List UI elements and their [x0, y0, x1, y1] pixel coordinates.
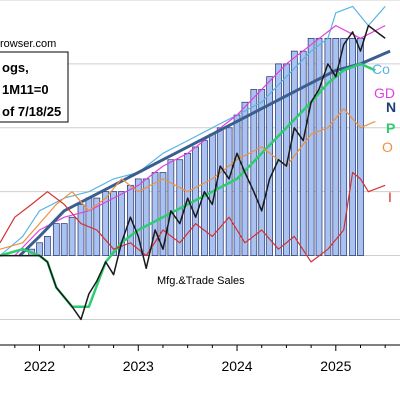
bar-mfg-trade-sales	[159, 172, 167, 256]
bar-mfg-trade-sales	[110, 191, 117, 256]
series-line-i	[0, 171, 386, 263]
bar-mfg-trade-sales	[52, 223, 60, 256]
bar-mfg-trade-sales	[60, 223, 68, 256]
bar-mfg-trade-sales	[134, 178, 142, 256]
bars-layer	[28, 37, 364, 256]
series-label-gd: GD	[374, 85, 395, 101]
source-text: rowser.com	[0, 38, 56, 50]
info-box: ogs, 1M11=0 of 7/18/25	[0, 51, 69, 123]
x-tick-label: 2023	[123, 358, 154, 374]
bar-mfg-trade-sales	[266, 76, 273, 256]
bar-mfg-trade-sales	[332, 37, 340, 256]
bar-mfg-trade-sales	[357, 37, 364, 256]
bar-mfg-trade-sales	[118, 191, 125, 256]
bar-mfg-trade-sales	[225, 127, 233, 256]
series-label-co: Co	[372, 61, 390, 77]
gridlines	[0, 0, 400, 320]
x-tick-label: 2025	[320, 358, 351, 374]
series-label-i: I	[388, 189, 392, 205]
x-axis: 2022 2023 2024 2025	[0, 344, 400, 374]
bar-mfg-trade-sales	[299, 50, 307, 256]
bar-mfg-trade-sales	[93, 197, 101, 256]
series-line-o	[0, 107, 376, 250]
series-label-o: O	[382, 139, 393, 155]
bar-mfg-trade-sales	[340, 37, 348, 256]
series-label-p: P	[386, 120, 395, 136]
bar-mfg-trade-sales	[68, 216, 76, 256]
info-line-2: 1M11=0	[2, 82, 49, 97]
series-line-other	[0, 24, 386, 321]
bar-mfg-trade-sales	[102, 191, 110, 256]
bar-mfg-trade-sales	[250, 89, 258, 256]
bar-mfg-trade-sales	[216, 127, 224, 256]
bar-mfg-trade-sales	[77, 204, 85, 256]
bar-mfg-trade-sales	[290, 50, 298, 256]
bar-mfg-trade-sales	[283, 63, 290, 256]
mfg-trade-sales-annotation: Mfg.&Trade Sales	[157, 275, 245, 287]
x-tick-label: 2024	[221, 358, 252, 374]
info-box-frame	[0, 51, 69, 123]
info-line-1: ogs,	[2, 60, 29, 75]
bar-mfg-trade-sales	[44, 236, 51, 256]
bar-mfg-trade-sales	[349, 37, 356, 256]
series-line-gd	[14, 25, 386, 257]
lines-layer	[0, 5, 391, 321]
bar-mfg-trade-sales	[315, 37, 323, 256]
bar-mfg-trade-sales	[167, 159, 175, 256]
info-line-3: of 7/18/25	[2, 104, 61, 119]
bar-mfg-trade-sales	[142, 178, 150, 256]
series-label-n: N	[386, 99, 396, 115]
bar-mfg-trade-sales	[307, 37, 315, 256]
x-tick-label: 2022	[24, 358, 55, 374]
